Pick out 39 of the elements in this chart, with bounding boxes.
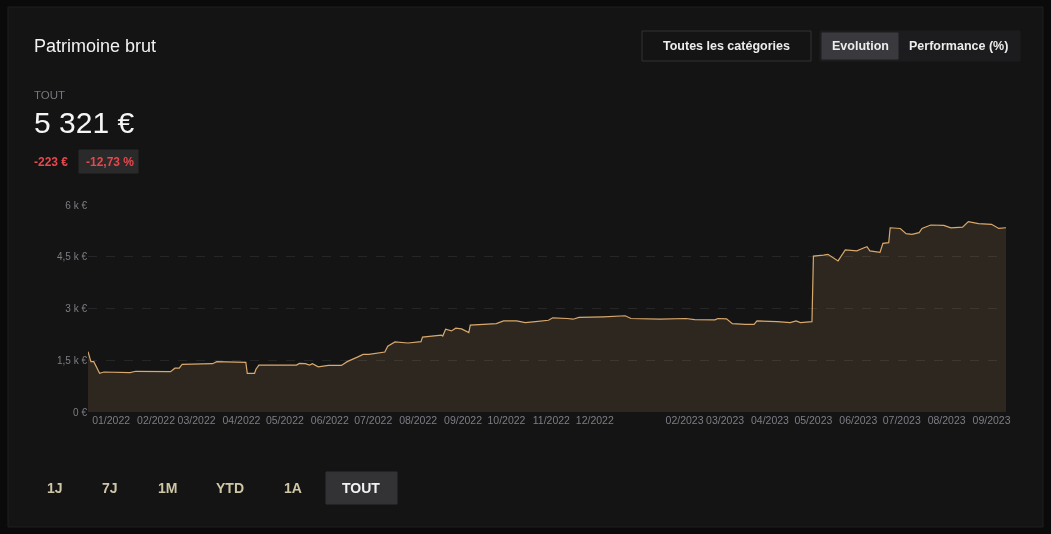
- text: Evolution: [832, 39, 889, 53]
- y-tick-label: 4,5 k €: [56, 251, 88, 263]
- x-tick-label: 08/2022: [399, 413, 438, 426]
- x-tick-label: 05/2022: [265, 413, 305, 426]
- x-tick-label: 01/2022: [92, 413, 131, 426]
- x-tick-label: 11/2022: [532, 413, 571, 426]
- x-tick-label: 09/2023: [972, 413, 1011, 426]
- y-tick-label: 0 €: [73, 406, 88, 418]
- x-tick-label: 10/2022: [487, 413, 526, 426]
- text: 1M: [158, 480, 178, 496]
- text: 1J: [47, 480, 63, 496]
- x-tick-label: 07/2023: [882, 413, 921, 426]
- text: 1A: [284, 480, 302, 496]
- y-tick-label: 3 k €: [65, 303, 88, 314]
- x-tick-label: 12/2022: [575, 413, 614, 426]
- text: TOUT: [342, 480, 381, 496]
- text: TOUT: [34, 89, 66, 101]
- text: 7J: [102, 480, 118, 496]
- text: -12,73 %: [86, 155, 135, 169]
- text: YTD: [216, 480, 244, 496]
- x-tick-label: 03/2023: [706, 413, 745, 426]
- y-tick-label: 1,5 k €: [56, 354, 88, 366]
- x-tick-label: 09/2022: [444, 413, 483, 426]
- text: -223 €: [34, 155, 69, 169]
- text: 5 321 €: [34, 106, 135, 139]
- x-tick-label: 04/2023: [751, 413, 790, 426]
- x-tick-label: 07/2022: [354, 413, 393, 426]
- x-tick-label: 08/2023: [927, 413, 966, 426]
- x-tick-label: 02/2022: [137, 413, 176, 426]
- x-tick-label: 06/2023: [839, 413, 878, 426]
- text: Performance (%): [909, 39, 1009, 53]
- x-tick-label: 05/2023: [794, 413, 833, 426]
- chart-title: Patrimoine brut: [34, 36, 157, 56]
- x-tick-label: 04/2022: [222, 413, 261, 426]
- y-tick-label: 6 k €: [65, 199, 88, 211]
- text: Toutes les catégories: [663, 39, 790, 53]
- x-tick-label: 02/2023: [665, 413, 704, 426]
- x-tick-label: 06/2022: [310, 413, 349, 426]
- x-tick-label: 03/2022: [177, 413, 216, 426]
